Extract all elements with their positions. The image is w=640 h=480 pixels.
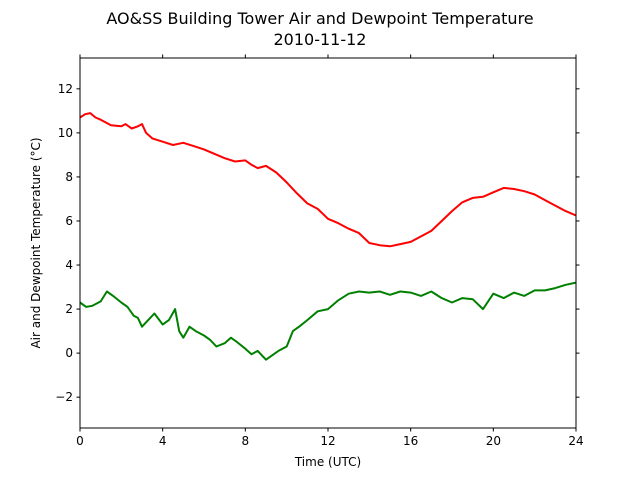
chart-subtitle: 2010-11-12	[274, 30, 367, 49]
series-line-1	[79, 112, 577, 248]
y-tick-label: 12	[58, 82, 73, 96]
x-tick-label: 4	[159, 434, 167, 448]
data-series	[79, 112, 577, 361]
y-tick-label: 0	[65, 346, 73, 360]
x-tick-label: 8	[242, 434, 250, 448]
series-line-2	[79, 281, 577, 361]
x-tick-label: 12	[320, 434, 335, 448]
y-tick-label: −2	[55, 390, 73, 404]
y-tick-label: 8	[65, 170, 73, 184]
y-tick-label: 10	[58, 126, 73, 140]
chart-title: AO&SS Building Tower Air and Dewpoint Te…	[106, 9, 533, 28]
x-tick-label: 24	[568, 434, 583, 448]
x-axis-label: Time (UTC)	[294, 455, 361, 469]
x-tick-label: 20	[486, 434, 501, 448]
x-tick-label: 0	[76, 434, 84, 448]
y-tick-label: 2	[65, 302, 73, 316]
x-tick-label: 16	[403, 434, 418, 448]
y-tick-label: 4	[65, 258, 73, 272]
plot-frame	[79, 57, 577, 429]
y-axis-label: Air and Dewpoint Temperature (°C)	[29, 137, 43, 348]
y-tick-label: 6	[65, 214, 73, 228]
